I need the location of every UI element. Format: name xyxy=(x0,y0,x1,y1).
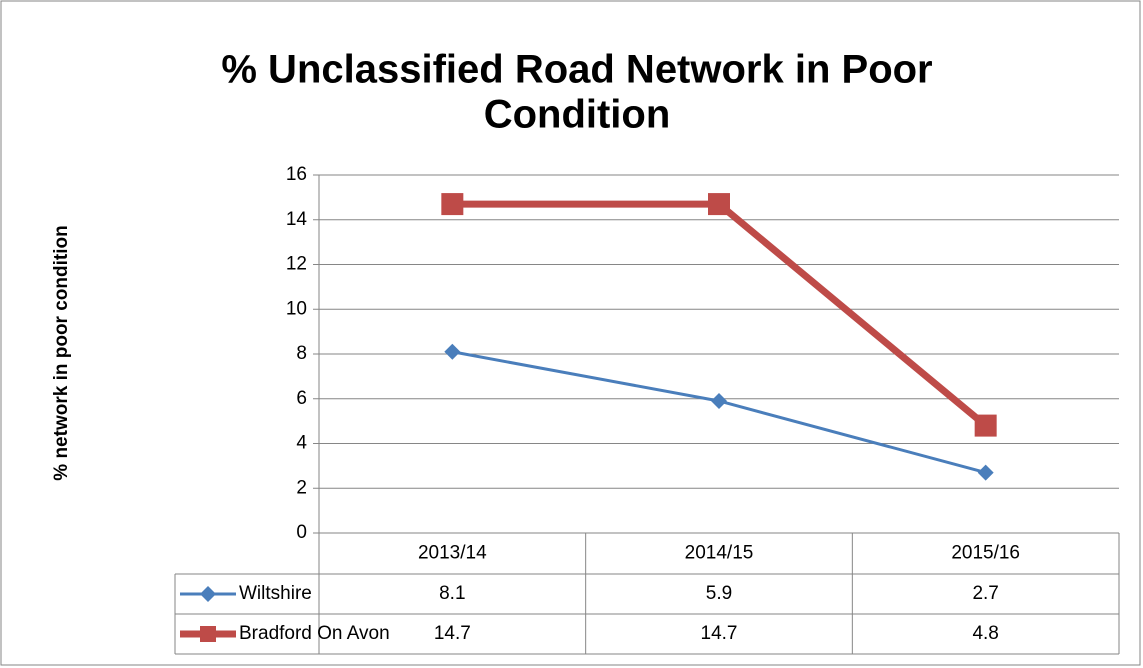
y-axis-label: % network in poor condition xyxy=(51,225,72,480)
marker xyxy=(974,414,997,437)
table-value: 14.7 xyxy=(434,623,471,644)
table-value: 4.8 xyxy=(972,623,998,644)
legend-label: Bradford On Avon xyxy=(239,623,390,644)
y-tick-label: 2 xyxy=(296,477,307,498)
y-tick-label: 0 xyxy=(296,522,307,543)
legend-marker xyxy=(200,586,216,602)
x-tick-label: 2015/16 xyxy=(951,543,1020,564)
legend-label: Wiltshire xyxy=(239,583,312,604)
marker xyxy=(977,464,994,481)
legend-marker xyxy=(200,626,216,642)
y-tick-label: 10 xyxy=(286,298,307,319)
y-tick-label: 4 xyxy=(296,433,307,454)
x-tick-label: 2014/15 xyxy=(685,543,754,564)
marker xyxy=(711,392,727,409)
table-value: 8.1 xyxy=(439,583,465,604)
marker xyxy=(444,343,461,360)
y-tick-label: 12 xyxy=(286,254,307,275)
marker xyxy=(708,193,730,216)
table-value: 5.9 xyxy=(706,583,732,604)
x-tick-label: 2013/14 xyxy=(418,543,487,564)
table-value: 2.7 xyxy=(972,583,998,604)
chart-title: Condition xyxy=(484,93,671,137)
table-value: 14.7 xyxy=(701,623,738,644)
chart-title: % Unclassified Road Network in Poor xyxy=(221,48,932,92)
marker xyxy=(441,193,464,216)
y-tick-label: 8 xyxy=(296,343,307,364)
y-tick-label: 14 xyxy=(286,209,308,230)
y-tick-label: 6 xyxy=(296,388,307,409)
y-tick-label: 16 xyxy=(286,164,307,185)
